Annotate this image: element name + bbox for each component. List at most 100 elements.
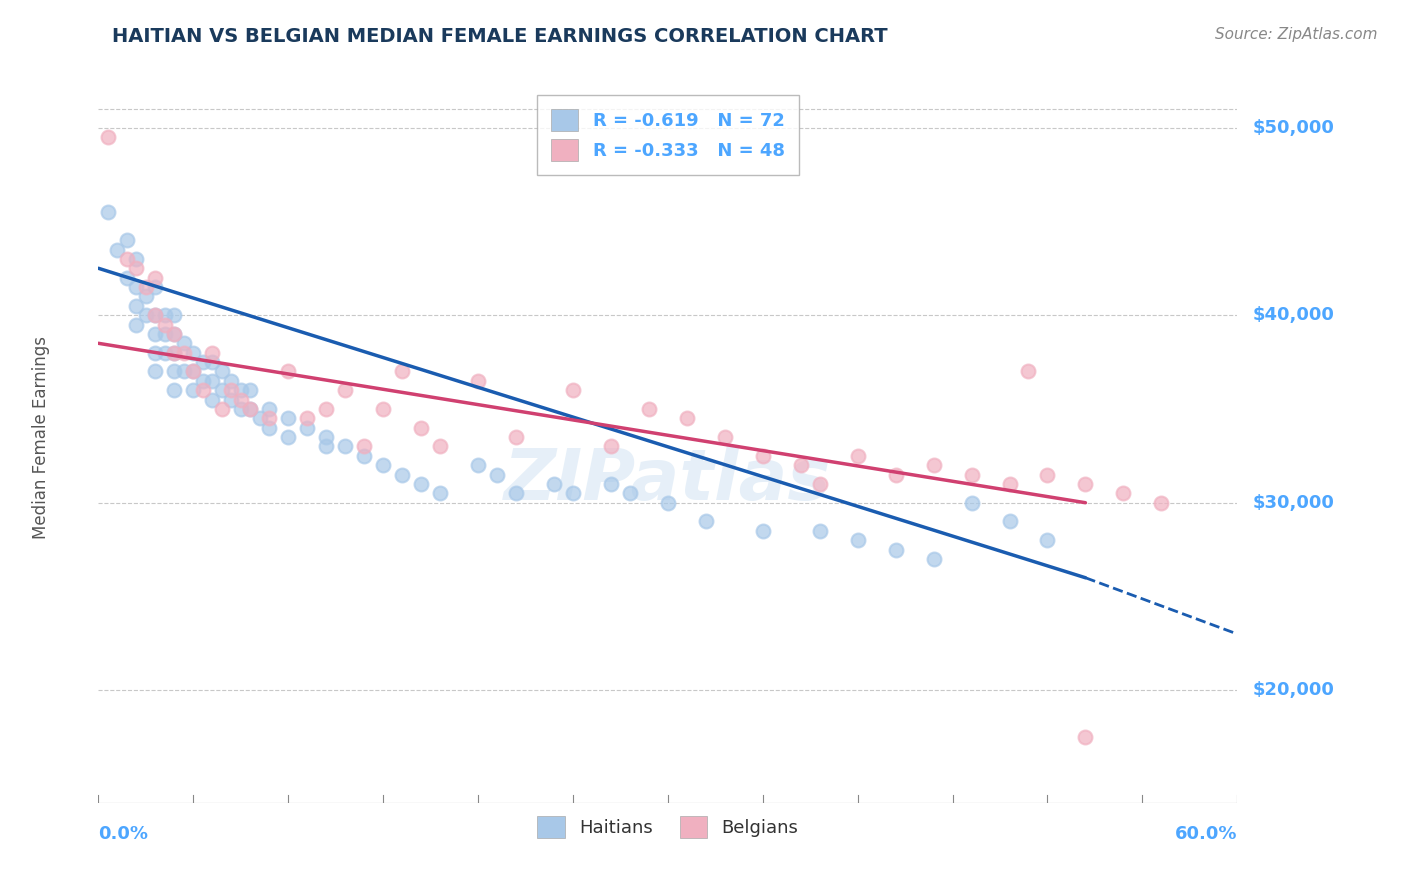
Point [411, 420, 433, 434]
Point [998, 515, 1021, 529]
Point [191, 383, 214, 397]
Point [922, 552, 945, 566]
Point [277, 411, 299, 425]
Point [125, 318, 148, 332]
Point [183, 364, 205, 378]
Point [145, 345, 167, 359]
Point [315, 401, 337, 416]
Point [201, 392, 224, 407]
Point [638, 401, 661, 416]
Point [429, 440, 451, 454]
Point [229, 392, 252, 407]
Point [714, 430, 737, 444]
Point [1036, 533, 1059, 548]
Point [173, 345, 195, 359]
Point [297, 411, 319, 425]
Point [695, 515, 717, 529]
Point [211, 383, 233, 397]
Point [960, 467, 983, 482]
Point [505, 430, 527, 444]
Point [752, 449, 775, 463]
Point [163, 345, 186, 359]
Point [600, 440, 623, 454]
Point [676, 411, 699, 425]
Point [221, 392, 243, 407]
Point [125, 261, 148, 276]
Point [173, 364, 195, 378]
Point [505, 486, 527, 500]
Point [249, 411, 271, 425]
Point [221, 374, 243, 388]
Point [1074, 730, 1097, 744]
Point [884, 542, 907, 557]
Point [429, 486, 451, 500]
Point [145, 364, 167, 378]
Point [115, 270, 138, 285]
Point [922, 458, 945, 473]
Text: $30,000: $30,000 [1253, 494, 1334, 512]
Point [1074, 477, 1097, 491]
Point [183, 345, 205, 359]
Text: 0.0%: 0.0% [98, 825, 149, 843]
Point [335, 383, 357, 397]
Text: ZIPatlas: ZIPatlas [505, 447, 831, 516]
Point [239, 401, 262, 416]
Point [960, 496, 983, 510]
Point [115, 233, 138, 247]
Point [1112, 486, 1135, 500]
Point [297, 420, 319, 434]
Point [221, 383, 243, 397]
Text: Source: ZipAtlas.com: Source: ZipAtlas.com [1215, 27, 1378, 42]
Text: $50,000: $50,000 [1253, 119, 1334, 136]
Point [335, 440, 357, 454]
Point [163, 308, 186, 322]
Point [315, 430, 337, 444]
Text: $20,000: $20,000 [1253, 681, 1334, 699]
Point [135, 289, 157, 303]
Point [467, 458, 489, 473]
Point [467, 374, 489, 388]
Point [145, 280, 167, 294]
Point [562, 383, 585, 397]
Point [277, 430, 299, 444]
Point [107, 243, 129, 257]
Point [173, 336, 195, 351]
Point [353, 440, 375, 454]
Point [657, 496, 679, 510]
Point [191, 355, 214, 369]
Point [600, 477, 623, 491]
Point [277, 364, 299, 378]
Point [1036, 467, 1059, 482]
Point [97, 205, 120, 219]
Point [145, 326, 167, 341]
Point [229, 383, 252, 397]
Point [201, 345, 224, 359]
Point [229, 401, 252, 416]
Point [97, 130, 120, 145]
Point [1150, 496, 1173, 510]
Point [125, 299, 148, 313]
Point [125, 280, 148, 294]
Point [998, 477, 1021, 491]
Point [191, 374, 214, 388]
Point [353, 449, 375, 463]
Text: 60.0%: 60.0% [1175, 825, 1237, 843]
Point [808, 524, 831, 538]
Legend: Haitians, Belgians: Haitians, Belgians [530, 808, 806, 845]
Point [259, 411, 281, 425]
Point [391, 364, 413, 378]
Point [411, 477, 433, 491]
Point [153, 318, 176, 332]
Point [135, 280, 157, 294]
Point [239, 383, 262, 397]
Point [562, 486, 585, 500]
Point [884, 467, 907, 482]
Point [145, 270, 167, 285]
Point [163, 364, 186, 378]
Point [752, 524, 775, 538]
Point [163, 383, 186, 397]
Point [259, 401, 281, 416]
Point [115, 252, 138, 266]
Point [371, 401, 394, 416]
Point [1018, 364, 1040, 378]
